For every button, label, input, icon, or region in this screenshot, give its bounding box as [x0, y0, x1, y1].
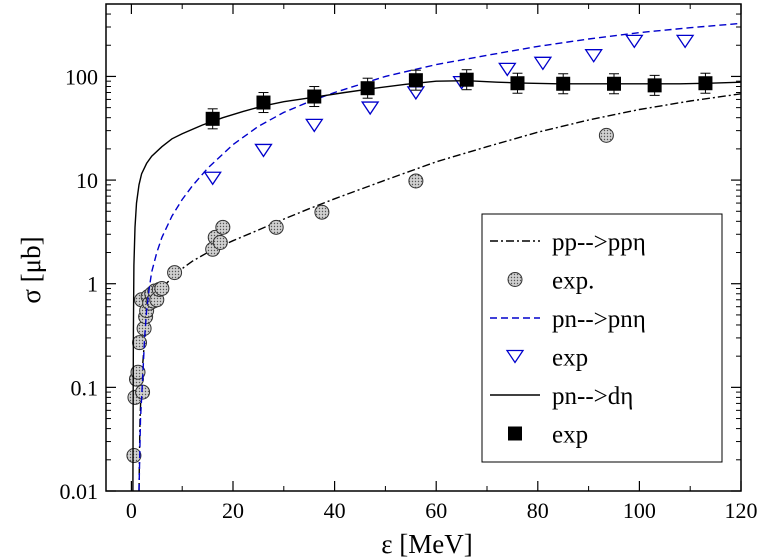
- data-point-5-1: [256, 95, 271, 110]
- series-line-2: [138, 22, 741, 491]
- legend-symbol-1: [507, 272, 523, 287]
- x-axis-title: ε [MeV]: [381, 529, 473, 559]
- data-point-1-18: [167, 265, 183, 281]
- y-tick-label-4: 100: [65, 64, 98, 89]
- x-tick-label-2: 40: [324, 498, 346, 523]
- legend-label-3: exp: [552, 345, 588, 372]
- data-point-5-10: [698, 76, 713, 91]
- legend-marker-1: [507, 272, 523, 287]
- data-point-1-17: [154, 280, 170, 296]
- data-point-1-4: [132, 335, 148, 351]
- data-point-1-0: [126, 448, 142, 464]
- data-point-5-4: [408, 73, 423, 88]
- axes: 0 20 40 60 80 100 120 0.01 0.1 1 10 100: [60, 3, 758, 523]
- legend-box: [481, 213, 723, 463]
- data-point-5-3: [360, 81, 375, 96]
- data-point-3-8: [584, 49, 603, 63]
- legend-marker-5: [508, 426, 522, 441]
- data-point-5-2: [307, 89, 322, 104]
- data-point-1-26: [598, 127, 614, 143]
- data-point-3-6: [498, 62, 517, 77]
- data-point-3-7: [533, 56, 553, 71]
- legend-symbol-5: [508, 426, 522, 441]
- legend: pp-->ppη exp. pn-->pnη exp pn-->dη exp: [481, 213, 723, 463]
- legend-label-4: pn-->dη: [552, 383, 633, 410]
- data-point-1-24: [314, 204, 330, 220]
- y-tick-label-2: 1: [87, 272, 98, 297]
- legend-symbol-3: [505, 349, 525, 364]
- series-2: [138, 22, 741, 491]
- legend-label-2: pn-->pnη: [552, 306, 646, 333]
- series-3: [203, 34, 695, 186]
- y-tick-label-3: 10: [76, 168, 98, 193]
- data-point-5-8: [607, 76, 621, 91]
- x-tick-label-0: 0: [126, 498, 137, 523]
- x-tick-label-1: 20: [222, 498, 244, 523]
- y-tick-label-1: 0.1: [71, 375, 99, 400]
- legend-marker-3: [505, 349, 525, 364]
- legend-label-5: exp: [552, 422, 588, 449]
- y-axis-title: σ [μb]: [16, 236, 46, 303]
- data-point-3-1: [254, 143, 273, 158]
- data-point-3-0: [203, 171, 222, 186]
- data-point-5-0: [205, 111, 220, 126]
- data-point-5-5: [459, 72, 474, 87]
- data-point-3-10: [675, 34, 695, 49]
- series-5: [205, 69, 713, 130]
- data-point-3-3: [360, 101, 380, 116]
- data-point-1-23: [268, 219, 284, 235]
- data-point-5-9: [647, 78, 662, 93]
- data-point-1-25: [408, 173, 424, 189]
- data-point-1-22: [215, 219, 231, 235]
- data-point-1-3: [130, 364, 146, 380]
- y-tick-label-0: 0.01: [60, 479, 99, 504]
- data-point-3-2: [305, 118, 324, 133]
- plot-area: [126, 22, 741, 491]
- legend-label-0: pp-->ppη: [552, 229, 646, 256]
- x-tick-label-3: 60: [425, 498, 447, 523]
- data-point-3-9: [625, 34, 644, 49]
- legend-label-1: exp.: [552, 268, 594, 295]
- data-point-5-7: [556, 76, 571, 91]
- x-tick-label-6: 120: [725, 498, 758, 523]
- plot-frame: [105, 3, 742, 492]
- x-tick-label-4: 80: [527, 498, 549, 523]
- data-point-1-21: [212, 234, 228, 250]
- data-point-5-6: [510, 76, 525, 91]
- x-tick-label-5: 100: [623, 498, 656, 523]
